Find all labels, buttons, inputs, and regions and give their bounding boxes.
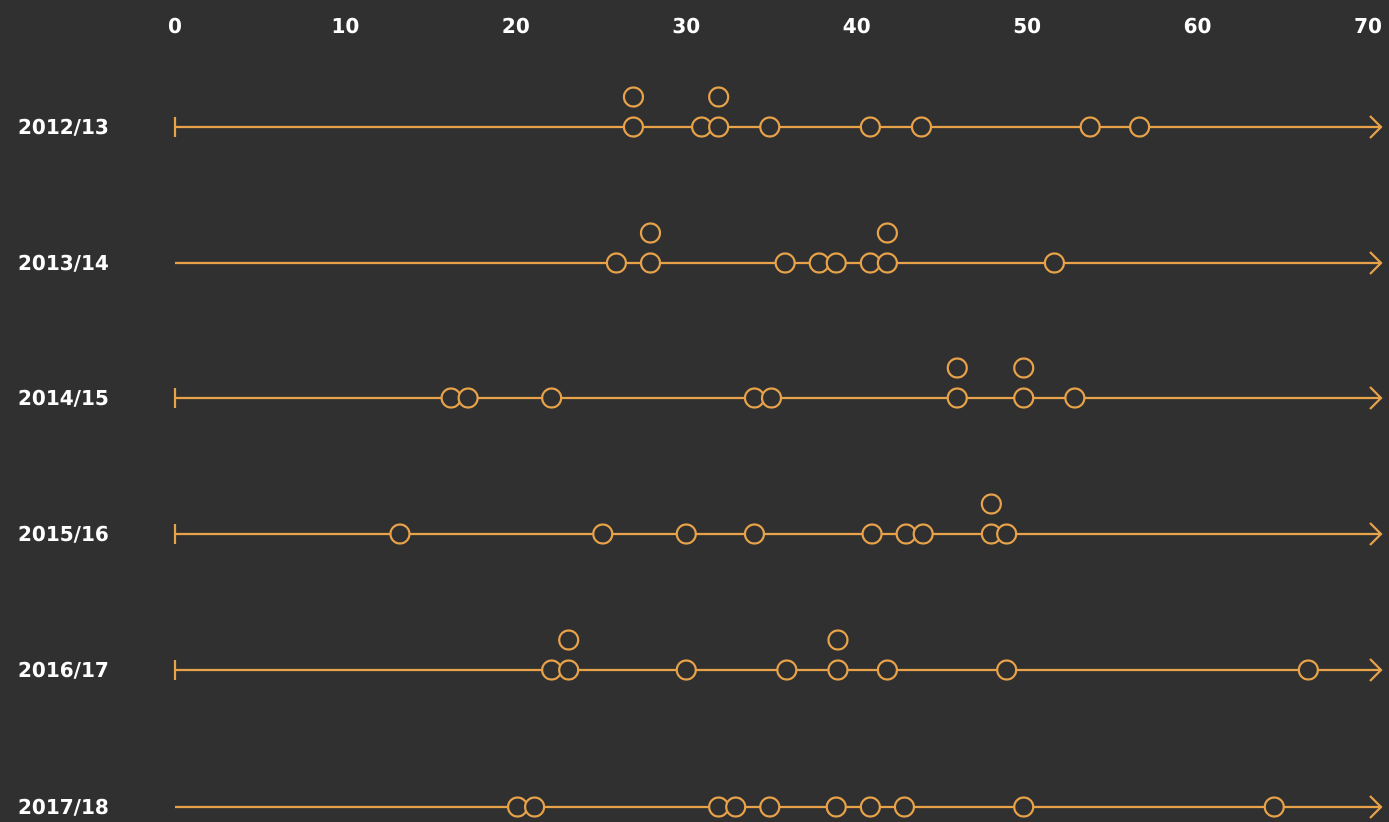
chart-row: 2017/18: [18, 795, 1383, 819]
data-point: [876, 222, 898, 244]
row-arrow-head: [1369, 795, 1383, 819]
row-label: 2013/14: [18, 251, 109, 275]
data-point: [1297, 659, 1319, 681]
data-point: [912, 523, 934, 545]
data-point: [876, 252, 898, 274]
chart-row: 2016/17: [18, 629, 1383, 682]
chart-rows: 2012/13 2013/14 2014/15 2015/16 2016/17 2017/…: [18, 86, 1383, 819]
x-axis-tick-labels: 0 10 20 30 40 50 60 70: [168, 14, 1382, 38]
x-tick-label: 10: [332, 14, 360, 38]
data-point: [725, 796, 747, 818]
data-point: [946, 387, 968, 409]
data-point: [524, 796, 546, 818]
data-point: [774, 252, 796, 274]
data-point: [558, 659, 580, 681]
row-arrow-head: [1369, 115, 1383, 139]
row-arrow-head: [1369, 522, 1383, 546]
row-label: 2014/15: [18, 386, 109, 410]
data-point: [1064, 387, 1086, 409]
data-point: [759, 116, 781, 138]
data-point: [592, 523, 614, 545]
chart-row: 2015/16: [18, 493, 1383, 546]
row-label: 2015/16: [18, 522, 109, 546]
row-label: 2012/13: [18, 115, 109, 139]
data-point: [1013, 796, 1035, 818]
data-point: [639, 252, 662, 274]
data-point: [825, 796, 847, 818]
data-point: [1129, 116, 1151, 138]
x-tick-label: 20: [502, 14, 530, 38]
data-point: [827, 659, 849, 681]
data-point: [910, 116, 933, 138]
chart-row: 2014/15: [18, 357, 1383, 410]
row-arrow-head: [1369, 658, 1383, 682]
data-point: [675, 659, 697, 681]
data-point: [457, 387, 479, 409]
x-tick-label: 30: [672, 14, 700, 38]
data-point: [996, 659, 1018, 681]
data-point: [776, 659, 798, 681]
data-point: [541, 387, 563, 409]
data-point: [622, 116, 645, 138]
data-point: [859, 796, 881, 818]
data-point: [605, 252, 628, 274]
data-point: [996, 523, 1018, 545]
row-label: 2016/17: [18, 658, 109, 682]
data-point: [827, 629, 849, 651]
x-tick-label: 50: [1013, 14, 1041, 38]
data-point: [861, 523, 883, 545]
x-tick-label: 0: [168, 14, 182, 38]
row-arrow-head: [1369, 386, 1383, 410]
data-point: [708, 116, 730, 138]
data-point: [1043, 252, 1066, 274]
data-point: [1013, 357, 1035, 379]
row-label: 2017/18: [18, 795, 109, 819]
data-point: [558, 629, 580, 651]
data-point: [946, 357, 968, 379]
row-arrow-head: [1369, 251, 1383, 275]
data-point: [675, 523, 697, 545]
data-point: [389, 523, 411, 545]
data-point: [980, 493, 1002, 515]
data-point: [743, 523, 766, 545]
data-point: [825, 252, 847, 274]
data-point: [859, 116, 881, 138]
data-point: [876, 659, 898, 681]
data-point: [639, 222, 662, 244]
x-tick-label: 40: [843, 14, 871, 38]
x-tick-label: 70: [1354, 14, 1382, 38]
x-tick-label: 60: [1184, 14, 1212, 38]
data-point: [760, 387, 783, 409]
data-point: [1079, 116, 1101, 138]
data-point: [893, 796, 916, 818]
data-point: [622, 86, 645, 108]
data-point: [759, 796, 781, 818]
data-point: [1263, 796, 1285, 818]
data-point: [1013, 387, 1035, 409]
data-point: [708, 86, 730, 108]
chart-row: 2013/14: [18, 222, 1383, 275]
chart-row: 2012/13: [18, 86, 1383, 139]
